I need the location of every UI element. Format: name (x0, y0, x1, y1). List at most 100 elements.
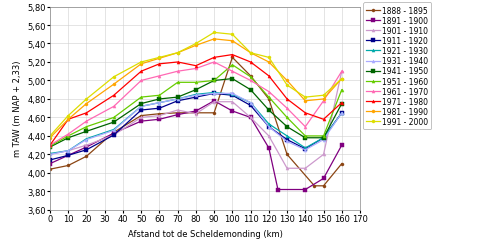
1931 - 1940 (65, 150, 71, 152)
1981 - 1990 (65, 118, 71, 121)
1891 - 1900 (111, 132, 117, 135)
1941 - 1950 (266, 109, 272, 112)
1891 - 1900 (320, 177, 326, 180)
1961 - 1970 (248, 80, 254, 83)
1981 - 1990 (320, 98, 326, 101)
1901 - 1910 (320, 153, 326, 156)
1961 - 1970 (84, 120, 89, 123)
1981 - 1990 (248, 52, 254, 55)
1931 - 1940 (230, 92, 235, 96)
1971 - 1980 (193, 65, 199, 68)
1921 - 1930 (302, 147, 308, 150)
1941 - 1950 (174, 96, 180, 99)
1961 - 1970 (193, 68, 199, 71)
1961 - 1970 (339, 70, 345, 74)
1911 - 1920 (266, 126, 272, 129)
1971 - 1980 (65, 118, 71, 121)
1981 - 1990 (211, 38, 217, 41)
1891 - 1900 (174, 114, 180, 117)
1901 - 1910 (193, 113, 199, 116)
1951 - 1960 (174, 82, 180, 84)
1941 - 1950 (156, 98, 162, 101)
1911 - 1920 (230, 94, 235, 97)
1911 - 1920 (174, 100, 180, 103)
1941 - 1950 (47, 146, 53, 149)
1901 - 1910 (138, 116, 144, 119)
1901 - 1910 (230, 101, 235, 104)
1951 - 1960 (138, 96, 144, 99)
1951 - 1960 (84, 126, 89, 129)
1971 - 1980 (211, 56, 217, 59)
1991 - 2000 (65, 114, 71, 117)
1901 - 1910 (211, 101, 217, 104)
1961 - 1970 (174, 70, 180, 74)
1931 - 1940 (138, 106, 144, 108)
1971 - 1980 (156, 63, 162, 66)
1941 - 1950 (284, 126, 290, 129)
1991 - 2000 (230, 34, 235, 36)
1901 - 1910 (174, 109, 180, 112)
1991 - 2000 (174, 52, 180, 55)
1941 - 1950 (138, 103, 144, 106)
1961 - 1970 (211, 61, 217, 64)
1901 - 1910 (284, 167, 290, 170)
Line: 1991 - 2000: 1991 - 2000 (48, 32, 344, 138)
Line: 1971 - 1980: 1971 - 1980 (48, 54, 344, 147)
1981 - 1990 (284, 80, 290, 83)
1921 - 1930 (211, 92, 217, 94)
1991 - 2000 (302, 96, 308, 99)
Line: 1888 - 1895: 1888 - 1895 (48, 56, 344, 188)
Y-axis label: m TAW (m NAP + 2,33): m TAW (m NAP + 2,33) (12, 61, 22, 157)
1951 - 1960 (111, 116, 117, 119)
1911 - 1920 (111, 134, 117, 137)
1931 - 1940 (156, 102, 162, 105)
1941 - 1950 (84, 130, 89, 133)
1911 - 1920 (302, 148, 308, 151)
1951 - 1960 (47, 145, 53, 148)
1921 - 1930 (266, 123, 272, 126)
1951 - 1960 (302, 135, 308, 138)
1901 - 1910 (84, 144, 89, 147)
1921 - 1930 (320, 137, 326, 140)
1971 - 1980 (111, 94, 117, 97)
1921 - 1930 (284, 135, 290, 138)
Line: 1941 - 1950: 1941 - 1950 (48, 78, 344, 149)
1901 - 1910 (111, 134, 117, 137)
1971 - 1980 (320, 118, 326, 121)
1971 - 1980 (248, 61, 254, 64)
1961 - 1970 (230, 70, 235, 74)
1891 - 1900 (193, 110, 199, 113)
1891 - 1900 (230, 110, 235, 113)
1911 - 1920 (248, 104, 254, 108)
1991 - 2000 (47, 135, 53, 138)
1891 - 1900 (275, 188, 281, 191)
1891 - 1900 (266, 147, 272, 150)
1931 - 1940 (193, 94, 199, 97)
1888 - 1895 (266, 98, 272, 101)
Line: 1921 - 1930: 1921 - 1930 (48, 92, 344, 155)
1961 - 1970 (111, 106, 117, 108)
1951 - 1960 (211, 80, 217, 83)
1901 - 1910 (339, 70, 345, 74)
1931 - 1940 (84, 138, 89, 141)
1981 - 1990 (138, 63, 144, 66)
1921 - 1930 (84, 138, 89, 140)
1921 - 1930 (248, 102, 254, 105)
1991 - 2000 (320, 94, 326, 97)
1921 - 1930 (156, 102, 162, 105)
1971 - 1980 (339, 102, 345, 105)
1951 - 1960 (284, 116, 290, 119)
1991 - 2000 (84, 98, 89, 101)
1951 - 1960 (230, 64, 235, 67)
1921 - 1930 (65, 150, 71, 152)
1971 - 1980 (174, 61, 180, 64)
1941 - 1950 (65, 137, 71, 140)
1888 - 1895 (84, 155, 89, 158)
1931 - 1940 (284, 140, 290, 143)
1901 - 1910 (47, 153, 53, 156)
Line: 1981 - 1990: 1981 - 1990 (48, 38, 344, 140)
1888 - 1895 (193, 112, 199, 115)
Line: 1951 - 1960: 1951 - 1960 (48, 64, 344, 148)
X-axis label: Afstand tot de Scheldemonding (km): Afstand tot de Scheldemonding (km) (128, 229, 282, 237)
1961 - 1970 (284, 107, 290, 110)
